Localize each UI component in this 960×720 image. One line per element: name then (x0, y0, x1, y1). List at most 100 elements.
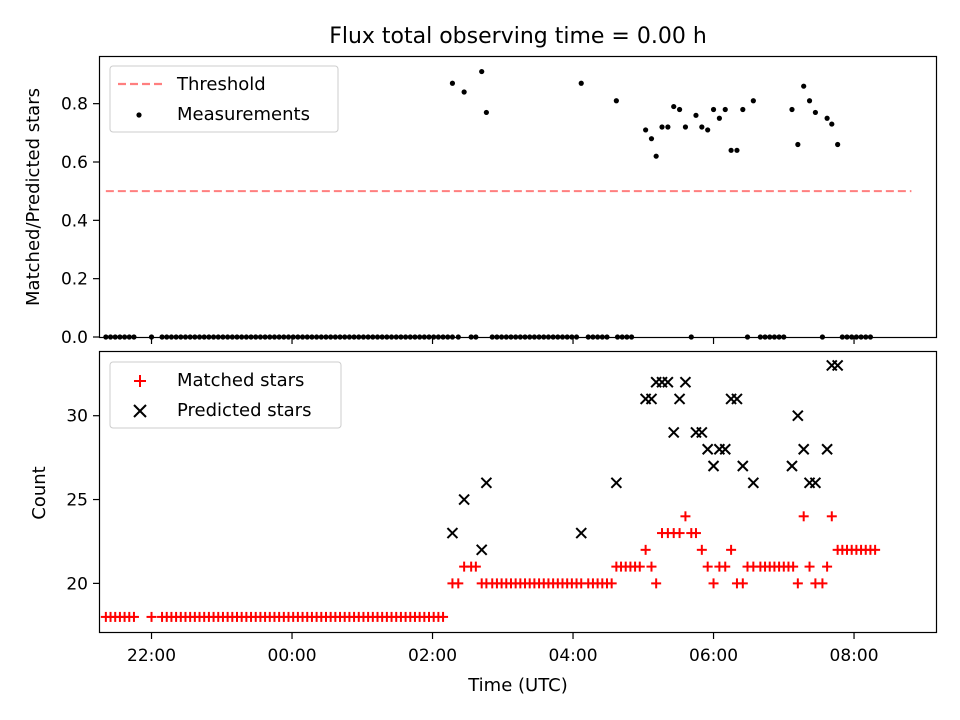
predicted-star-point (831, 359, 844, 372)
matched-legend-label: Matched stars (177, 370, 304, 391)
measurement-point (829, 121, 835, 127)
matched-star-point (708, 578, 719, 589)
bottom-y-axis: 20 25 30 (66, 407, 100, 594)
predicted-star-point (737, 460, 749, 472)
bottom-y-axis-label: Count (29, 466, 50, 519)
measurements-legend-label: Measurements (177, 104, 310, 125)
predicted-star-point (610, 477, 623, 489)
measurement-point (676, 106, 683, 113)
matched-star-point (696, 544, 707, 555)
measurement-point (648, 136, 655, 142)
measurements-legend-swatch (136, 112, 142, 118)
measurement-point (728, 147, 734, 153)
predicted-star-point (458, 493, 470, 506)
measurement-point (693, 112, 699, 118)
predicted-star-point (645, 393, 658, 405)
matched-legend-swatch (134, 375, 146, 387)
top-y-tick-label: 0.8 (61, 95, 88, 115)
matched-star-point (453, 578, 464, 589)
predicted-star-point (662, 376, 674, 388)
predicted-star-point (707, 460, 720, 472)
matched-star-point (146, 611, 157, 622)
x-tick-label: 02:00 (408, 646, 457, 666)
predicted-star-point (673, 393, 686, 405)
predicted-legend-swatch (133, 404, 147, 418)
matched-star-point (798, 511, 809, 522)
matched-star-point (792, 578, 803, 589)
matched-star-point (870, 544, 881, 555)
matched-star-point (651, 578, 662, 589)
predicted-star-point (696, 426, 708, 439)
bottom-panel: 20 25 30 22:00 00:00 02:00 04:00 06:00 08:00 Co… (29, 350, 938, 696)
bottom-legend: Matched stars Predicted stars (109, 361, 342, 429)
top-y-axis-label: Matched/Predicted stars (23, 88, 44, 306)
bottom-x-axis-label: Time (UTC) (467, 675, 568, 696)
matched-star-point (737, 578, 748, 589)
measurement-point (734, 147, 740, 153)
predicted-star-point (809, 477, 822, 489)
top-chart-title: Flux total observing time = 0.00 h (329, 24, 707, 49)
x-tick-label: 04:00 (549, 646, 598, 666)
matched-star-point (634, 561, 645, 572)
measurement-point (578, 80, 584, 86)
predicted-star-point (446, 527, 459, 539)
matched-star-point (128, 611, 139, 622)
predicted-star-point (821, 443, 833, 455)
top-panel: Flux total observing time = 0.00 h 0.0 0.… (23, 24, 938, 348)
measurement-point (806, 98, 813, 104)
matched-star-point (826, 511, 837, 522)
matched-star-point (720, 561, 731, 572)
bottom-plot-marks (100, 359, 881, 622)
predicted-star-point (668, 426, 680, 439)
matched-star-point (702, 561, 713, 572)
predicted-star-point (480, 477, 493, 489)
measurement-point (710, 106, 717, 113)
predicted-star-point (797, 443, 810, 455)
measurement-point (461, 89, 467, 95)
top-y-tick-label: 0.6 (61, 153, 88, 173)
top-y-axis: 0.0 0.2 0.4 0.6 0.8 (61, 95, 100, 348)
matched-star-point (438, 611, 449, 622)
matched-star-point (726, 544, 737, 555)
measurement-point (479, 68, 485, 75)
measurement-point (789, 106, 795, 113)
measurement-point (795, 141, 801, 148)
measurement-point (740, 106, 746, 113)
top-x-axis-ticks (150, 337, 855, 344)
bottom-y-tick-label: 20 (66, 574, 88, 594)
predicted-star-point (747, 477, 760, 489)
measurement-point (659, 124, 665, 130)
measurement-point (643, 127, 649, 133)
predicted-star-point (575, 527, 587, 539)
x-tick-label: 22:00 (127, 646, 176, 666)
matched-star-point (680, 511, 691, 522)
measurement-point (665, 124, 671, 130)
measurement-point (801, 83, 807, 89)
threshold-legend-label: Threshold (176, 74, 266, 95)
top-y-tick-label: 0.0 (61, 328, 88, 348)
bottom-plot-frame (98, 350, 938, 634)
top-legend-box (109, 65, 339, 133)
x-tick-label: 06:00 (689, 646, 738, 666)
measurement-point (812, 109, 819, 116)
measurement-point (682, 124, 689, 130)
matched-star-point (674, 528, 685, 539)
predicted-star-point (475, 544, 488, 556)
measurement-point (716, 115, 722, 121)
measurement-point (613, 98, 619, 104)
measurement-point (483, 109, 489, 116)
matched-star-point (788, 561, 799, 572)
measurement-point (750, 98, 756, 104)
bottom-x-axis: 22:00 00:00 02:00 04:00 06:00 08:00 (127, 632, 879, 666)
predicted-star-point (731, 393, 743, 405)
bottom-y-tick-label: 30 (66, 407, 88, 427)
matched-star-point (646, 561, 657, 572)
matched-star-point (817, 578, 828, 589)
predicted-star-point (701, 443, 714, 455)
top-y-tick-label: 0.4 (61, 211, 88, 231)
measurement-point (835, 141, 841, 148)
measurement-point (671, 103, 677, 110)
x-tick-label: 00:00 (268, 646, 317, 666)
measurement-point (705, 127, 711, 133)
measurement-point (699, 124, 705, 130)
